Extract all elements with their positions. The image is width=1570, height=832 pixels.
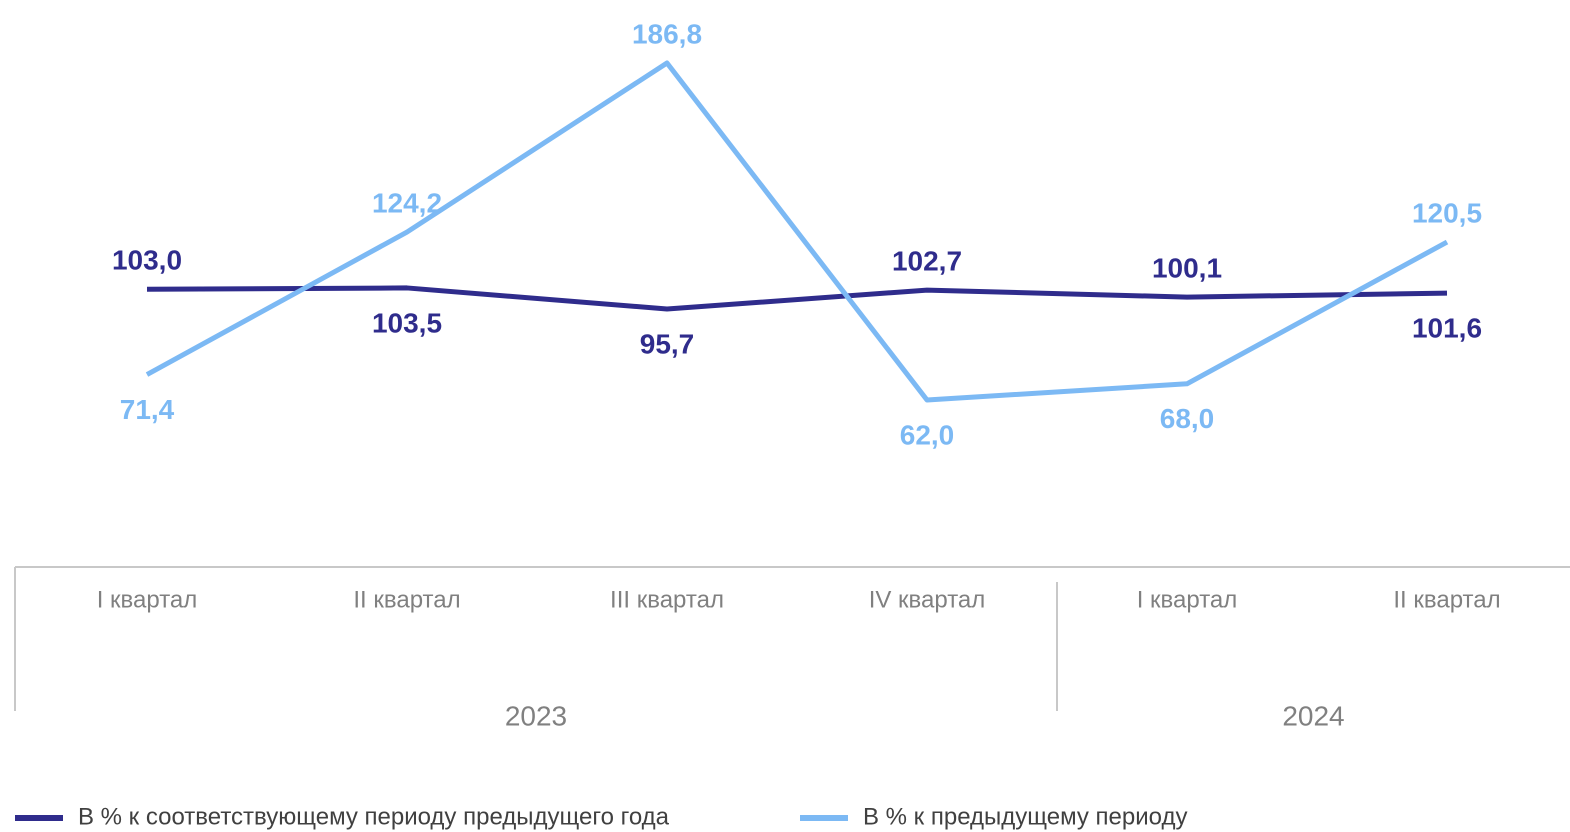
group-label: 2023 (505, 700, 567, 731)
x-tick-label: II квартал (353, 586, 460, 613)
legend-label: В % к соответствующему периоду предыдуще… (78, 803, 670, 830)
data-label: 124,2 (372, 187, 442, 218)
data-label: 103,0 (112, 245, 182, 276)
data-label: 101,6 (1412, 312, 1482, 343)
group-label: 2024 (1282, 700, 1344, 731)
data-label: 71,4 (120, 394, 175, 425)
data-label: 68,0 (1160, 403, 1215, 434)
legend-label: В % к предыдущему периоду (863, 803, 1187, 830)
data-label: 186,8 (632, 18, 702, 49)
data-label: 62,0 (900, 419, 955, 450)
data-label: 100,1 (1152, 253, 1222, 284)
series-line (146, 285, 1448, 312)
data-label: 95,7 (640, 328, 695, 359)
data-label: 120,5 (1412, 197, 1482, 228)
data-label: 103,5 (372, 307, 442, 338)
x-tick-label: I квартал (97, 586, 198, 613)
x-tick-label: IV квартал (869, 586, 986, 613)
x-tick-label: III квартал (610, 586, 724, 613)
x-tick-label: I квартал (1137, 586, 1238, 613)
x-tick-label: II квартал (1393, 586, 1500, 613)
data-label: 102,7 (892, 245, 962, 276)
series-line (145, 60, 1449, 403)
